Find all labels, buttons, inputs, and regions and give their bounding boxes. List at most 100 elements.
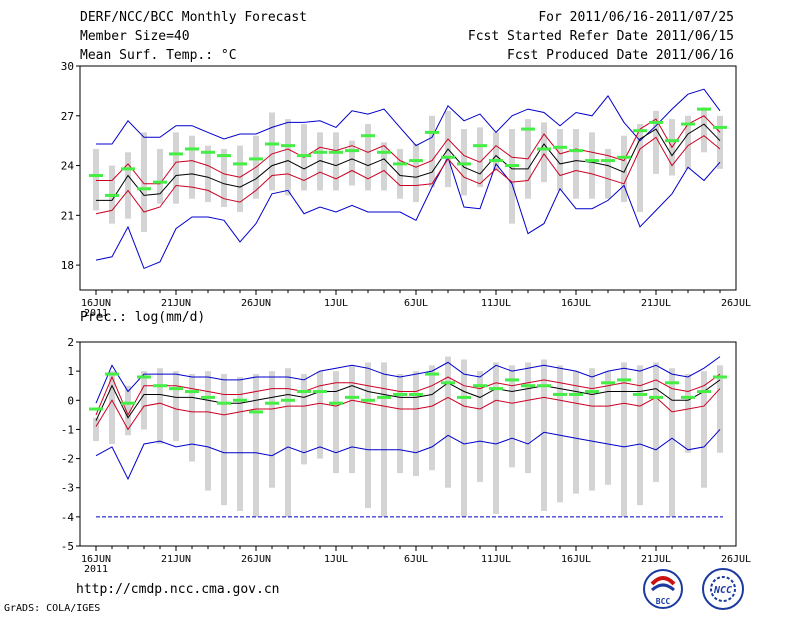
- temp-marker: [329, 150, 343, 154]
- temp-series-p25: [95, 135, 721, 215]
- temp-ytick-label: 27: [61, 110, 74, 123]
- temp-range-box: [173, 132, 179, 204]
- prec-range-box: [429, 365, 435, 471]
- prec-range-box: [221, 374, 227, 506]
- temp-range-box: [461, 129, 467, 196]
- temp-ytick-label: 18: [61, 259, 74, 272]
- temp-panel: 18 21 24 27 30 16JUN 21JUN 26JUN 1JUL 6JUL 11JUL 16…: [61, 60, 751, 319]
- temp-marker: [505, 164, 519, 168]
- temp-range-box: [157, 148, 163, 204]
- prec-xtick-label: 16JUN: [81, 554, 111, 565]
- prec-range-box: [525, 362, 531, 474]
- prec-marker: [169, 387, 183, 391]
- prec-xtick-label: 1JUL: [324, 554, 348, 565]
- prec-xtick-label: 21JUL: [641, 554, 671, 565]
- prec-marker: [601, 381, 615, 385]
- temp-marker: [601, 159, 615, 163]
- prec-marker: [249, 410, 263, 414]
- prec-range-box: [285, 368, 291, 517]
- temp-marker: [713, 125, 727, 129]
- temp-range-box: [365, 124, 371, 191]
- temp-range-box: [653, 110, 659, 174]
- prec-marker: [329, 401, 343, 405]
- prec-marker: [185, 390, 199, 394]
- temp-xtick-label: 21JUL: [641, 298, 671, 309]
- temp-range-box: [189, 135, 195, 199]
- temp-range-box: [413, 143, 419, 203]
- temp-marker: [233, 162, 247, 166]
- temp-marker: [665, 139, 679, 143]
- temp-range-box: [269, 112, 275, 191]
- prec-marker: [265, 401, 279, 405]
- prec-range-box: [301, 374, 307, 465]
- prec-marker: [681, 395, 695, 399]
- prec-range-box: [205, 371, 211, 491]
- prec-panel: -5 -4 -3 -2 -1 0 1 2 16JUN 21JUN 26JUN 1JUL 6JUL 11JU…: [61, 336, 751, 575]
- prec-range-box: [477, 371, 483, 482]
- prec-marker: [89, 407, 103, 411]
- temp-range-box: [589, 132, 595, 199]
- prec-marker: [297, 390, 311, 394]
- temp-year-label: 2011: [84, 308, 108, 319]
- prec-range-box: [253, 374, 259, 517]
- prec-range-box: [445, 356, 451, 488]
- prec-marker: [361, 398, 375, 402]
- prec-marker: [505, 378, 519, 382]
- temp-marker: [281, 144, 295, 148]
- bcc-logo: BCC: [643, 569, 683, 609]
- temp-marker: [521, 127, 535, 131]
- prec-range-box: [413, 371, 419, 477]
- prec-marker: [393, 392, 407, 396]
- temp-range-box: [429, 115, 435, 188]
- prec-marker: [121, 401, 135, 405]
- temp-range-box: [493, 132, 499, 171]
- prec-range-box: [493, 362, 499, 514]
- prec-marker: [697, 390, 711, 394]
- temp-panel-title: Mean Surf. Temp.: °C: [80, 48, 237, 63]
- temp-marker: [617, 155, 631, 159]
- prec-marker: [217, 401, 231, 405]
- temp-range-box: [509, 129, 515, 224]
- temp-marker: [105, 193, 119, 197]
- prec-marker: [105, 372, 119, 376]
- prec-marker: [537, 384, 551, 388]
- prec-panel-title: Prec.: log(mm/d): [80, 310, 206, 325]
- temp-range-box: [317, 132, 323, 191]
- temp-marker: [441, 155, 455, 159]
- forecast-period: For 2011/06/16-2011/07/25: [538, 10, 734, 25]
- prec-range-box: [109, 371, 115, 444]
- prec-range-box: [365, 362, 371, 509]
- prec-marker: [617, 378, 631, 382]
- prec-marker: [633, 392, 647, 396]
- source-url[interactable]: http://cmdp.ncc.cma.gov.cn: [76, 582, 280, 597]
- chart-title: DERF/NCC/BCC Monthly Forecast: [80, 10, 307, 25]
- prec-range-box: [557, 365, 563, 503]
- temp-range-box: [221, 148, 227, 208]
- prec-xtick-label: 21JUN: [161, 554, 191, 565]
- temp-range-box: [685, 115, 691, 169]
- temp-range-box: [637, 124, 643, 213]
- prec-range-box: [397, 374, 403, 474]
- temp-xtick-label: 1JUL: [324, 298, 348, 309]
- prec-marker: [649, 395, 663, 399]
- prec-ytick-label: -4: [61, 511, 75, 524]
- temp-marker: [553, 145, 567, 149]
- prec-ytick-label: -3: [61, 482, 74, 495]
- prec-range-box: [237, 376, 243, 512]
- temp-marker: [89, 174, 103, 178]
- temp-xtick-label: 16JUL: [561, 298, 591, 309]
- prec-range-box: [173, 371, 179, 442]
- prec-range-box: [621, 362, 627, 517]
- prec-marker: [377, 395, 391, 399]
- prec-marker: [553, 392, 567, 396]
- prec-marker: [153, 384, 167, 388]
- prec-ytick-label: -2: [61, 453, 74, 466]
- temp-marker: [457, 162, 471, 166]
- prec-ytick-label: -5: [61, 540, 74, 553]
- temp-marker: [585, 159, 599, 163]
- temp-marker: [409, 159, 423, 163]
- temp-marker: [697, 107, 711, 111]
- temp-range-box: [205, 145, 211, 203]
- prec-marker: [313, 390, 327, 394]
- prec-range-box: [589, 368, 595, 491]
